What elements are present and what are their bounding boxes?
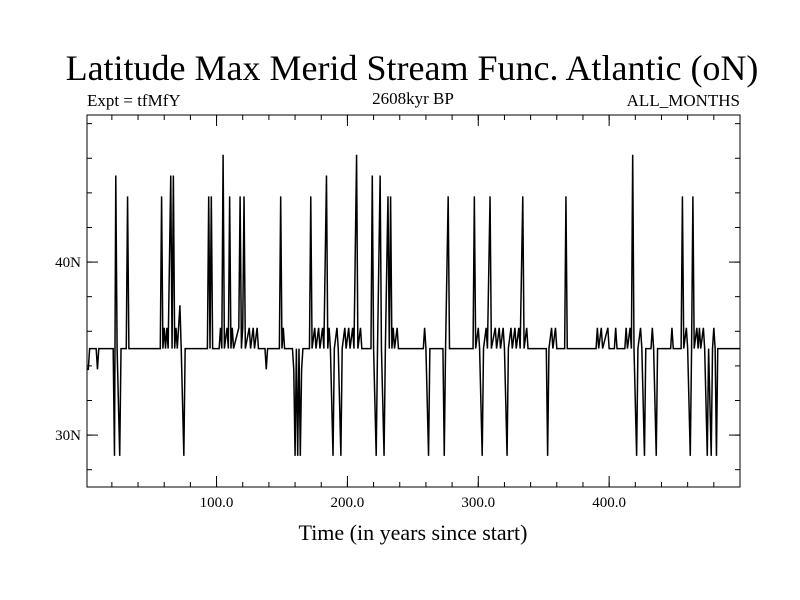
experiment-label: Expt = tfMfY	[87, 91, 181, 110]
chart-title: Latitude Max Merid Stream Func. Atlantic…	[66, 48, 759, 88]
y-tick-label: 30N	[55, 428, 81, 444]
x-tick-label: 400.0	[592, 495, 626, 511]
months-label: ALL_MONTHS	[627, 91, 740, 110]
x-axis-label: Time (in years since start)	[299, 520, 528, 545]
plot-frame	[86, 114, 741, 488]
series-line	[87, 154, 740, 456]
x-tick-label: 300.0	[461, 495, 495, 511]
period-label: 2608kyr BP	[372, 89, 454, 108]
x-tick-label: 100.0	[200, 495, 234, 511]
y-tick-label: 40N	[55, 255, 81, 271]
x-tick-label: 200.0	[331, 495, 365, 511]
